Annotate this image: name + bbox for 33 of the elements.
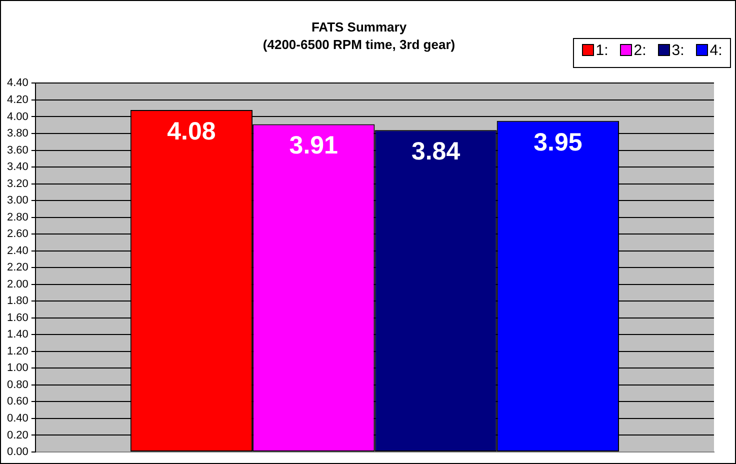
y-tick-label: 1.00 — [6, 362, 28, 374]
y-tick-label: 3.40 — [6, 161, 28, 174]
y-tick-label: 0.20 — [6, 429, 28, 442]
legend-label: 1: — [596, 42, 608, 58]
y-tick-label: 1.80 — [6, 295, 28, 308]
legend-label: 2: — [634, 42, 646, 58]
y-tick-label: 3.60 — [6, 144, 28, 156]
y-tick-label: 3.80 — [6, 128, 28, 140]
data-label: 3.95 — [534, 128, 582, 156]
y-tick-label: 3.20 — [6, 178, 28, 190]
y-tick-label: 2.60 — [6, 228, 28, 240]
y-tick-label: 4.20 — [6, 94, 28, 106]
y-tick-label: 1.20 — [6, 345, 28, 358]
legend-label: 4: — [710, 42, 722, 58]
y-tick-label: 1.60 — [6, 312, 28, 324]
data-label: 3.84 — [411, 138, 460, 166]
chart-title: FATS Summary — [311, 19, 408, 34]
y-tick-label: 2.80 — [6, 211, 28, 224]
y-tick-label: 0.40 — [6, 412, 28, 425]
y-tick-label: 2.00 — [6, 278, 28, 290]
y-tick-label: 0.60 — [6, 396, 28, 408]
legend-label: 3: — [672, 42, 684, 58]
y-tick-label: 4.40 — [6, 77, 28, 90]
y-tick-label: 2.20 — [6, 262, 28, 274]
data-label: 3.91 — [289, 132, 338, 160]
y-tick-label: 2.40 — [6, 244, 28, 257]
y-tick-label: 3.00 — [6, 194, 28, 207]
y-tick-label: 0.80 — [6, 378, 28, 391]
chart-subtitle: (4200-6500 RPM time, 3rd gear) — [262, 36, 456, 52]
data-label: 4.08 — [167, 117, 216, 146]
y-tick-label: 1.40 — [6, 328, 28, 341]
y-tick-label: 0.00 — [6, 446, 28, 458]
y-tick-label: 4.00 — [6, 110, 28, 123]
